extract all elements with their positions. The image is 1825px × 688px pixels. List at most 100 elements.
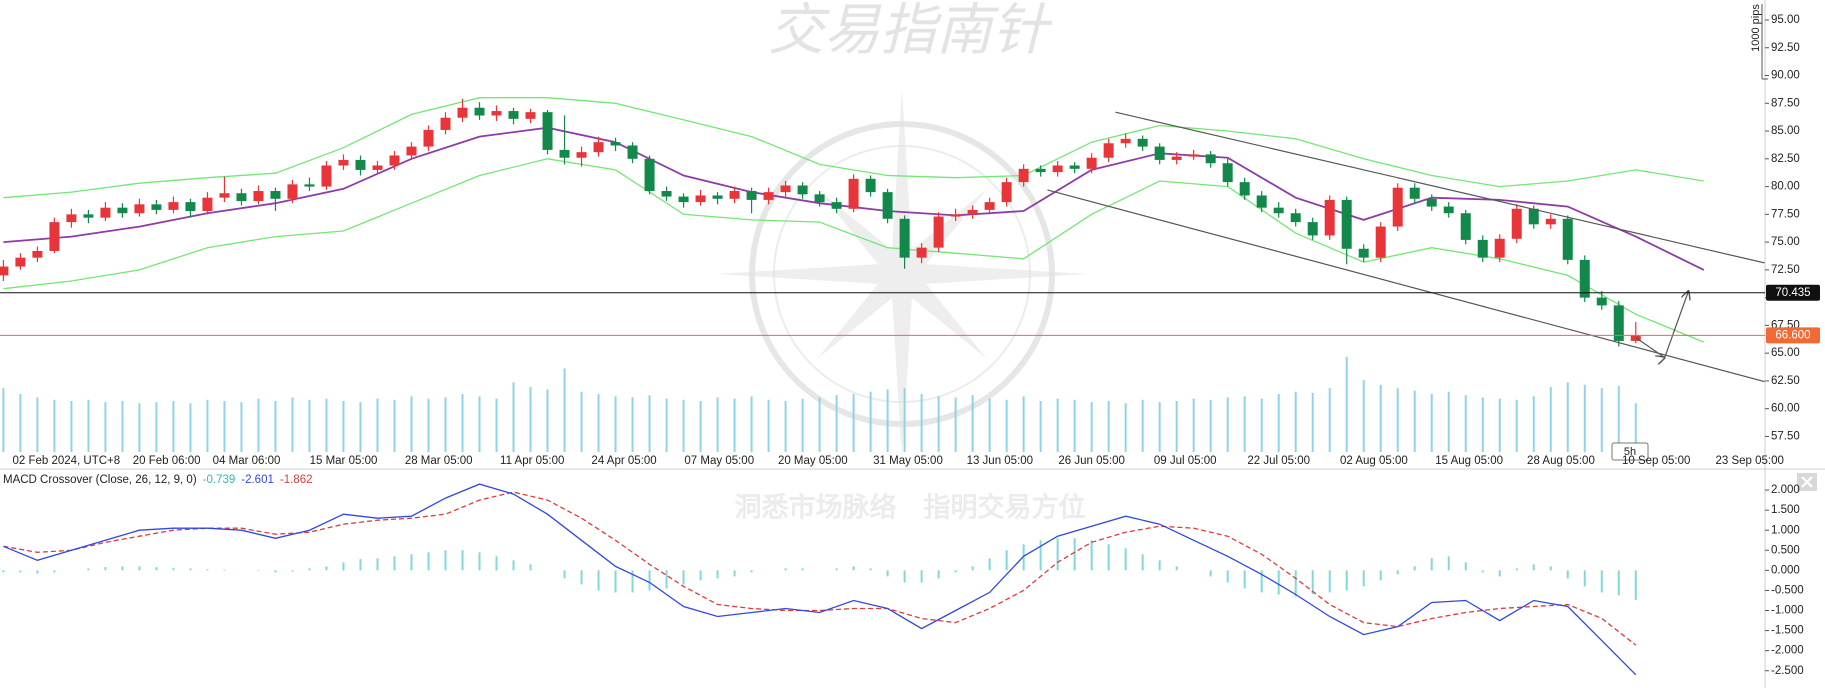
candle-body [134,204,145,214]
candle-body [372,165,383,170]
candle-body [491,111,502,116]
candle-body [1256,195,1267,208]
candle-body [610,142,621,146]
candle-body [1290,213,1301,223]
candle-body [1392,187,1403,227]
candle-body [1239,182,1250,196]
y-tick-label: -2.000 [1771,645,1804,657]
candle-body [1205,154,1216,164]
candle-body [457,107,468,118]
candle-body [270,191,281,199]
candle-body [151,204,162,210]
candle-body [236,193,247,202]
candle-body [1375,226,1386,258]
candle-body [321,165,332,187]
price-plot [0,97,1765,452]
candle-body [1494,238,1505,258]
y-tick-label: 1.000 [1771,524,1800,536]
price-label: 70.435 [1775,287,1810,299]
watermark-star [717,89,1087,459]
x-tick-label: 23 Sep 05:00 [1715,455,1783,467]
candle-body [253,191,264,202]
y-tick-label: 77.50 [1771,208,1800,220]
candle-body [627,145,638,159]
candle-body [814,194,825,203]
candle-body [1154,146,1165,160]
y-tick-label: 82.50 [1771,153,1800,165]
candle-body [423,129,434,147]
candle-body [1443,206,1454,214]
candle-body [287,184,298,199]
candle-body [848,178,859,209]
candle-body [1324,199,1335,236]
candle-body [882,192,893,219]
candle-body [1460,213,1471,240]
candle-body [576,152,587,158]
candle-body [355,159,366,170]
candle-body [66,214,77,223]
macd-plot [2,483,1637,676]
indicator-value: -0.739 [203,474,236,486]
candle-body [100,207,111,218]
x-tick-label: 20 Feb 06:00 [133,455,201,467]
x-tick-label: 26 Jun 05:00 [1058,455,1125,467]
x-tick-label: 28 Aug 05:00 [1527,455,1595,467]
close-button[interactable] [1797,473,1817,491]
candle-body [185,202,196,212]
candle-body [1188,154,1199,157]
indicator-value: -2.601 [241,474,274,486]
y-tick-label: 0.500 [1771,544,1800,556]
candle-body [1001,182,1012,203]
bollinger-lower [3,158,1705,343]
candle-body [559,149,570,158]
price-label: 66.600 [1775,329,1810,341]
y-tick-label: 95.00 [1771,14,1800,26]
y-tick-label: 62.50 [1771,375,1800,387]
candle-body [1596,297,1607,306]
y-axis-label: 1000 pips [1750,4,1762,52]
candle-body [0,266,9,276]
y-tick-label: 80.00 [1771,181,1800,193]
y-tick-label: 2.000 [1771,484,1800,496]
trend-line [1635,291,1689,358]
candle-body [338,159,349,166]
x-tick-label: 04 Mar 06:00 [213,455,281,467]
y-tick-label: 57.50 [1771,430,1800,442]
x-tick-label: 24 Apr 05:00 [591,455,656,467]
candle-body [695,195,706,203]
indicator-value: -1.862 [280,474,313,486]
x-tick-label: 22 Jul 05:00 [1247,455,1310,467]
candle-body [1273,207,1284,214]
candle-body [661,191,672,197]
candle-body [474,107,485,116]
candle-body [1086,157,1097,169]
candle-body [729,191,740,199]
watermark: 交易指南针 洞悉市场脉络 指明交易方位 [717,0,1087,524]
timeframe-label: 5h [1624,446,1636,458]
candle-body [763,192,774,200]
price-label-box [1766,327,1820,344]
candle-body [644,158,655,192]
x-tick-label: 15 Mar 05:00 [310,455,378,467]
candle-body [712,195,723,199]
watermark-title: 交易指南针 [768,0,1053,63]
y-tick-label: -2.500 [1771,665,1804,677]
candle-body [1562,218,1573,260]
candle-body [83,214,94,218]
y-tick-label: 72.50 [1771,264,1800,276]
candle-body [1307,222,1318,236]
candle-body [440,117,451,130]
y-tick-label: -0.500 [1771,584,1804,596]
indicator-title: MACD Crossover (Close, 26, 12, 9, 0) [3,474,197,486]
close-icon[interactable] [1801,476,1813,488]
signal-line [3,491,1637,646]
candle-body [1528,208,1539,225]
candle-body [865,178,876,193]
candle-body [542,112,553,150]
candle-body [1052,165,1063,173]
candle-body [1545,218,1556,225]
candle-body [1426,198,1437,207]
candle-body [1613,305,1624,341]
